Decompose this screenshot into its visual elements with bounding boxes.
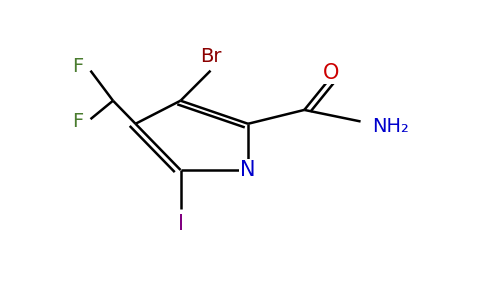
Text: N: N [240, 160, 256, 180]
Text: NH₂: NH₂ [372, 117, 408, 136]
Text: Br: Br [200, 47, 221, 66]
Text: F: F [72, 112, 83, 131]
Text: I: I [178, 214, 183, 234]
Text: O: O [322, 63, 339, 83]
Text: F: F [72, 56, 83, 76]
